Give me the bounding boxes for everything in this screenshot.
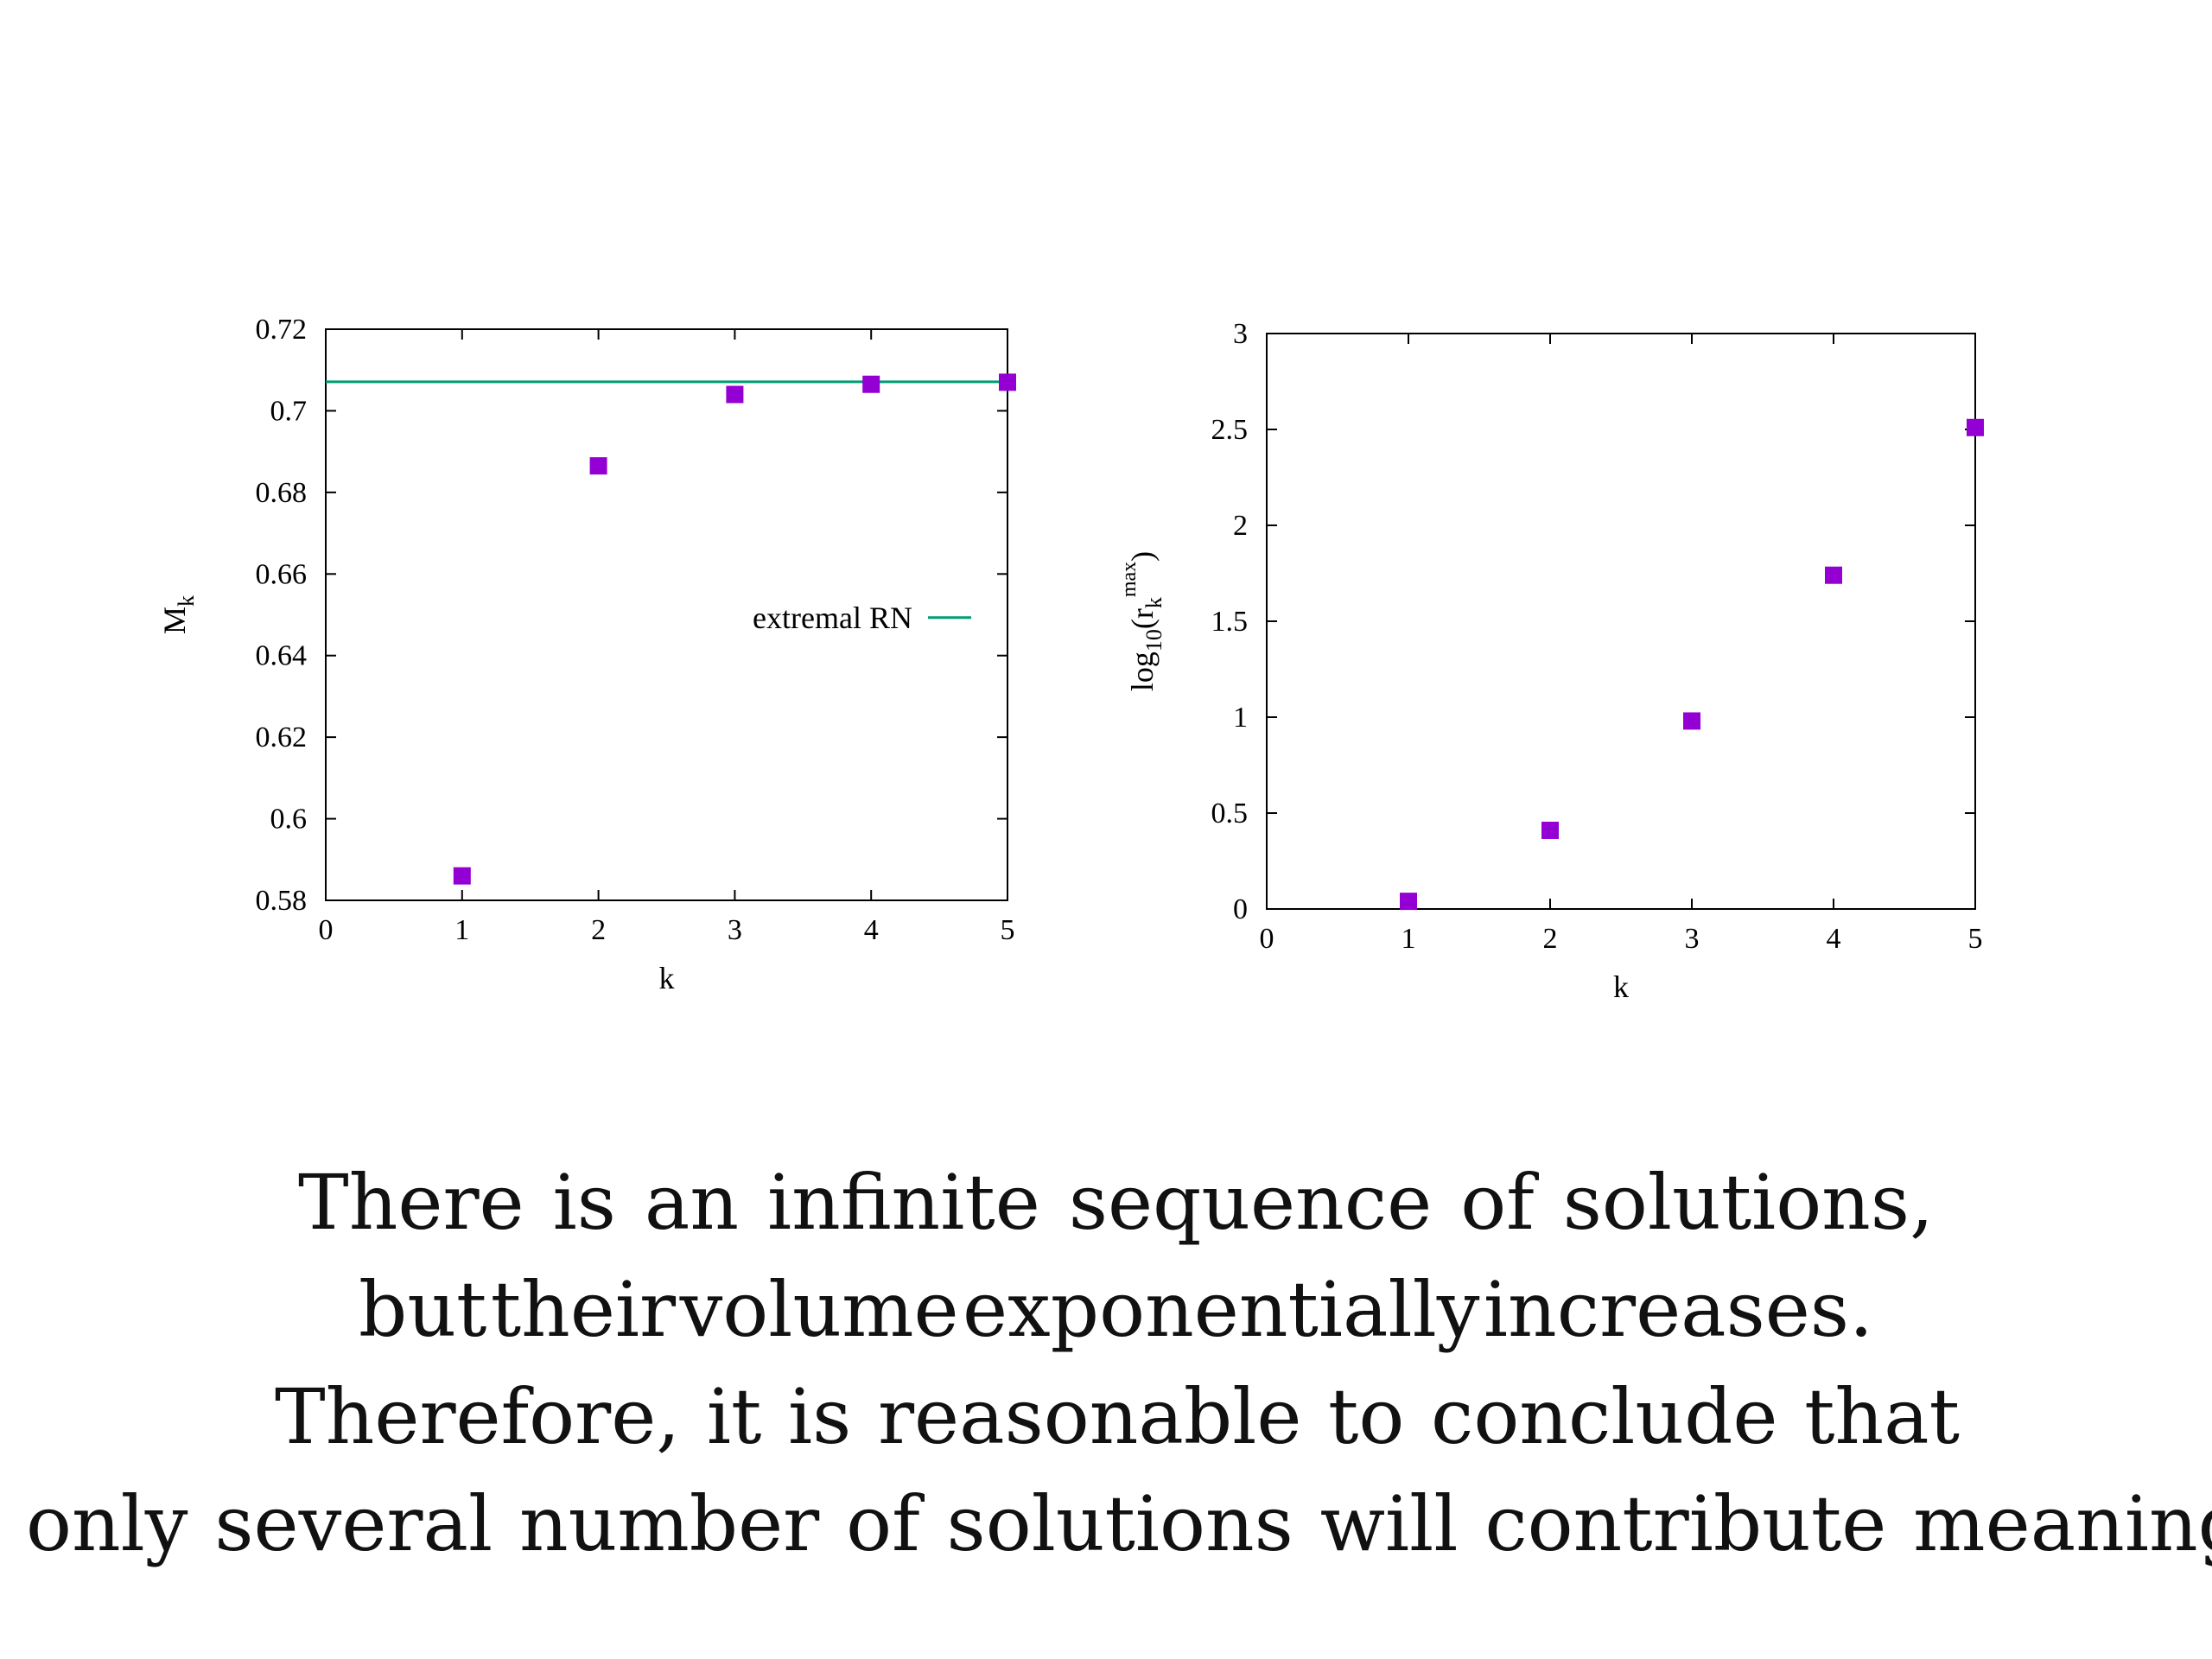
y-tick-label: 2.5 (1211, 414, 1249, 446)
caption-word: their (490, 1265, 677, 1354)
y-tick-label: 0.5 (1211, 798, 1249, 830)
y-axis-title: log10(rkmax) (1118, 551, 1166, 691)
y-tick-label: 0.7 (270, 395, 308, 427)
x-tick-label: 2 (591, 914, 606, 946)
caption-word: There (298, 1158, 524, 1247)
y-tick-label: 0.68 (256, 477, 308, 509)
data-point (1400, 893, 1417, 911)
caption-word: only (26, 1479, 188, 1568)
chart-left-mass: 0 1 2 3 4 5 0.58 0.6 0.62 0.64 0.66 0.68 0.7 0.72 k Mk e… (157, 314, 1016, 995)
y-tick-label: 0.72 (256, 314, 308, 346)
x-tick-label: 1 (1402, 923, 1416, 955)
x-tick-label: 5 (1001, 914, 1015, 946)
x-tick-label: 5 (1968, 923, 1983, 955)
caption-word: reasonable (877, 1372, 1302, 1461)
x-axis-title: k (659, 961, 675, 995)
caption-word: conclude (1431, 1372, 1778, 1461)
caption-word: that (1804, 1372, 1960, 1461)
y-axis-title: Mk (157, 595, 199, 634)
x-tick-label: 3 (728, 914, 742, 946)
caption-word: increases. (1483, 1265, 1873, 1354)
data-point (1967, 418, 1984, 436)
y-tick-label: 0.64 (256, 640, 308, 672)
caption-word: infinite (767, 1158, 1040, 1247)
legend-label: extremal RN (753, 601, 912, 635)
y-tick-label: 0.58 (256, 885, 308, 917)
data-point (1541, 821, 1559, 839)
caption-word: of (846, 1479, 920, 1568)
y-tick-label: 3 (1233, 318, 1248, 350)
caption-word: several (214, 1479, 493, 1568)
x-tick-label: 0 (319, 914, 334, 946)
y-tick-label: 2 (1233, 510, 1248, 542)
data-point (453, 867, 471, 885)
caption-word: meaning (1913, 1479, 2212, 1568)
caption-text: There is an infinite sequence of solutions, but… (0, 1149, 2212, 1633)
y-tick-label: 0.66 (256, 558, 308, 590)
caption-word: Therefore, (275, 1372, 681, 1461)
data-point (1825, 566, 1842, 584)
data-point (999, 373, 1016, 391)
plot-frame (1266, 333, 1976, 910)
x-tick-label: 4 (1827, 923, 1841, 955)
y-tick-label: 0.62 (256, 721, 308, 753)
data-point (862, 375, 880, 393)
x-axis-title: k (1613, 969, 1629, 1004)
caption-word: an (644, 1158, 740, 1247)
y-tick-label: 0 (1233, 893, 1248, 925)
chart-canvas: 0 1 2 3 4 5 0.58 0.6 0.62 0.64 0.66 0.68 0.7 0.72 k Mk e… (157, 314, 1984, 1004)
caption-word: but (359, 1265, 487, 1354)
y-tick-label: 0.6 (270, 804, 308, 836)
x-tick-label: 3 (1685, 923, 1700, 955)
y-tick-label: 1 (1233, 702, 1248, 734)
caption-word: solutions, (1562, 1158, 1934, 1247)
y-tick-label: 1.5 (1211, 606, 1249, 638)
data-point (589, 457, 607, 475)
caption-word: contribute (1484, 1479, 1887, 1568)
caption-word: number (518, 1479, 820, 1568)
x-tick-label: 2 (1543, 923, 1558, 955)
x-tick-label: 0 (1260, 923, 1274, 955)
caption-word: is (552, 1158, 616, 1247)
caption-word: is (788, 1372, 852, 1461)
caption-word: sequence (1068, 1158, 1433, 1247)
data-point (726, 385, 744, 404)
chart-right-radius: 0 1 2 3 4 5 0 0.5 1 1.5 2 2.5 3 k log10(rkmax) (1118, 318, 1984, 1004)
caption-word: exponentially (963, 1265, 1480, 1354)
caption-word: will (1319, 1479, 1459, 1568)
data-point (1683, 712, 1700, 730)
caption-word: volume (679, 1265, 959, 1354)
caption-word: it (706, 1372, 762, 1461)
caption-word: to (1328, 1372, 1405, 1461)
x-tick-label: 1 (454, 914, 469, 946)
caption-word: of (1460, 1158, 1535, 1247)
caption-word: solutions (946, 1479, 1294, 1568)
plot-frame (325, 328, 1008, 901)
x-tick-label: 4 (864, 914, 879, 946)
